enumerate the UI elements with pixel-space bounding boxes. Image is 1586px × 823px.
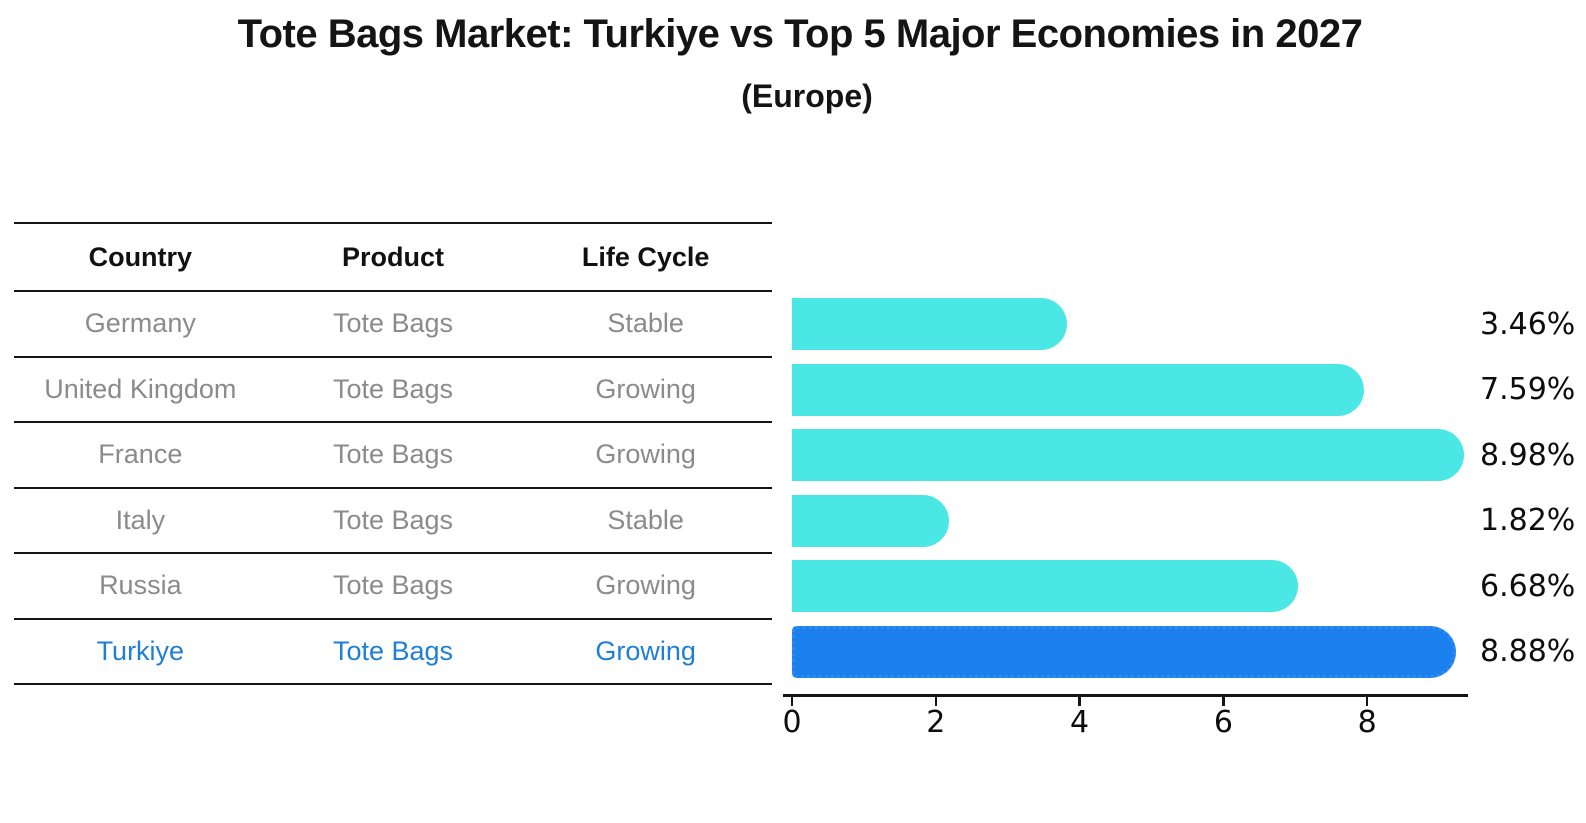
cell-country: France — [98, 439, 183, 470]
bar — [792, 494, 949, 547]
bar — [792, 298, 1067, 350]
bar — [792, 429, 1464, 481]
value-label: 1.82% — [1480, 503, 1576, 538]
x-axis-tick-label: 2 — [926, 705, 946, 740]
value-label: 8.88% — [1480, 634, 1576, 669]
column-header-country: Country — [88, 241, 193, 272]
table-header-row: Country Product Life Cycle — [14, 224, 772, 292]
cell-country: Russia — [99, 570, 182, 601]
x-axis-tick — [1078, 696, 1081, 706]
table-row: France Tote Bags Growing — [14, 423, 772, 489]
chart-subtitle: (Europe) — [741, 78, 873, 114]
value-label: 8.98% — [1480, 437, 1576, 473]
table-row: Germany Tote Bags Stable — [14, 292, 772, 358]
bar — [792, 560, 1299, 612]
cell-country: Turkiye — [96, 635, 185, 666]
bar-highlighted — [792, 625, 1457, 678]
cell-product: Tote Bags — [332, 635, 454, 666]
country-table: Country Product Life Cycle Germany Tote … — [14, 222, 772, 685]
x-axis-tick — [1222, 696, 1225, 706]
cell-product: Tote Bags — [332, 504, 454, 535]
table-row: Russia Tote Bags Growing — [14, 554, 772, 620]
cell-product: Tote Bags — [332, 308, 454, 339]
cell-life-cycle: Stable — [607, 308, 684, 339]
x-axis-tick-label: 8 — [1357, 705, 1377, 740]
cell-product: Tote Bags — [332, 439, 454, 470]
table-row: United Kingdom Tote Bags Growing — [14, 358, 772, 423]
value-label: 7.59% — [1480, 372, 1576, 407]
value-label: 3.46% — [1480, 306, 1576, 342]
x-axis-tick-label: 6 — [1213, 705, 1233, 740]
cell-life-cycle: Stable — [607, 504, 684, 535]
table-row-highlighted: Turkiye Tote Bags Growing — [14, 620, 772, 685]
x-axis-tick — [934, 696, 938, 706]
table-row: Italy Tote Bags Stable — [14, 489, 772, 554]
column-header-product: Product — [341, 241, 444, 272]
x-axis-tick-label: 4 — [1070, 705, 1090, 740]
cell-life-cycle: Growing — [595, 570, 696, 601]
x-axis-tick-label: 0 — [782, 705, 802, 740]
cell-product: Tote Bags — [332, 570, 454, 601]
cell-country: Germany — [84, 308, 196, 339]
bar — [792, 363, 1364, 416]
value-label: 6.68% — [1480, 568, 1576, 604]
cell-product: Tote Bags — [332, 373, 454, 404]
x-axis-tick — [790, 696, 794, 706]
x-axis-tick — [1365, 696, 1369, 706]
column-header-life-cycle: Life Cycle — [581, 241, 710, 272]
cell-country: Italy — [115, 504, 166, 535]
cell-life-cycle: Growing — [595, 439, 696, 470]
cell-life-cycle: Growing — [595, 635, 696, 666]
cell-life-cycle: Growing — [595, 373, 696, 404]
chart-title: Tote Bags Market: Turkiye vs Top 5 Major… — [237, 12, 1363, 56]
cell-country: United Kingdom — [44, 373, 237, 404]
x-axis-line — [783, 694, 1468, 697]
